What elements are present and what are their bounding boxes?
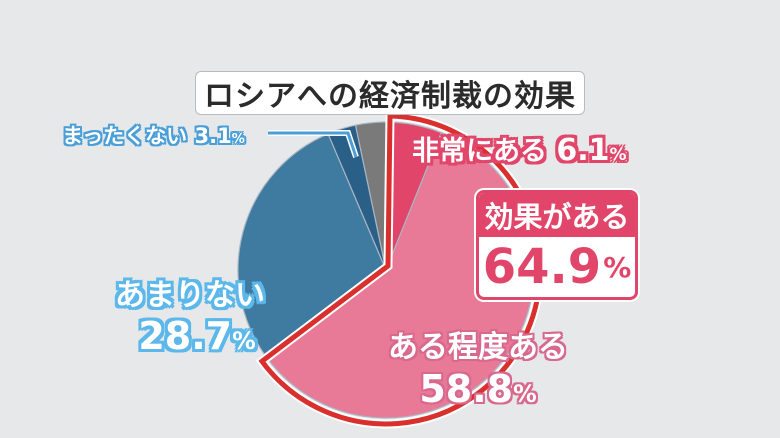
slice-not-very xyxy=(237,133,387,359)
label-not-at-all-unit: % xyxy=(231,132,245,147)
label-not-very-text: あまりない xyxy=(115,278,265,313)
label-very-effective-value: 6.1 xyxy=(556,133,610,168)
label-somewhat-effective: ある程度ある 58.8% xyxy=(378,322,578,417)
label-somewhat-effective-value: 58.8 xyxy=(419,367,514,411)
label-not-very-value: 28.7 xyxy=(138,314,233,358)
slice-somewhat-effective xyxy=(265,131,535,419)
chart-title: ロシアへの経済制裁の効果 xyxy=(195,71,585,115)
label-somewhat-effective-value-row: 58.8% xyxy=(378,366,578,417)
summary-unit: % xyxy=(603,250,632,284)
label-not-at-all-value: 3.1 xyxy=(194,124,232,148)
leader-line xyxy=(268,131,358,158)
group-outline-red xyxy=(258,113,543,427)
summary-value: 64.9 xyxy=(482,239,602,295)
summary-value-row: 64.9% xyxy=(479,237,635,297)
summary-heading: 効果がある xyxy=(479,193,635,237)
label-very-effective-text: 非常にある xyxy=(412,136,547,167)
chart-title-text: ロシアへの経済制裁の効果 xyxy=(204,79,576,114)
label-not-at-all-text: まったくない xyxy=(62,124,188,148)
label-very-effective: 非常にある 6.1% xyxy=(412,129,626,168)
label-somewhat-effective-unit: % xyxy=(513,380,537,408)
label-not-very-unit: % xyxy=(232,327,256,355)
label-not-very: あまりない 28.7% xyxy=(110,270,270,363)
label-very-effective-unit: % xyxy=(609,144,627,164)
label-not-very-value-row: 28.7% xyxy=(124,314,270,363)
label-somewhat-effective-text: ある程度ある xyxy=(388,330,568,365)
label-not-at-all: まったくない 3.1% xyxy=(62,120,245,150)
summary-box-effective: 効果がある 64.9% xyxy=(476,190,638,300)
